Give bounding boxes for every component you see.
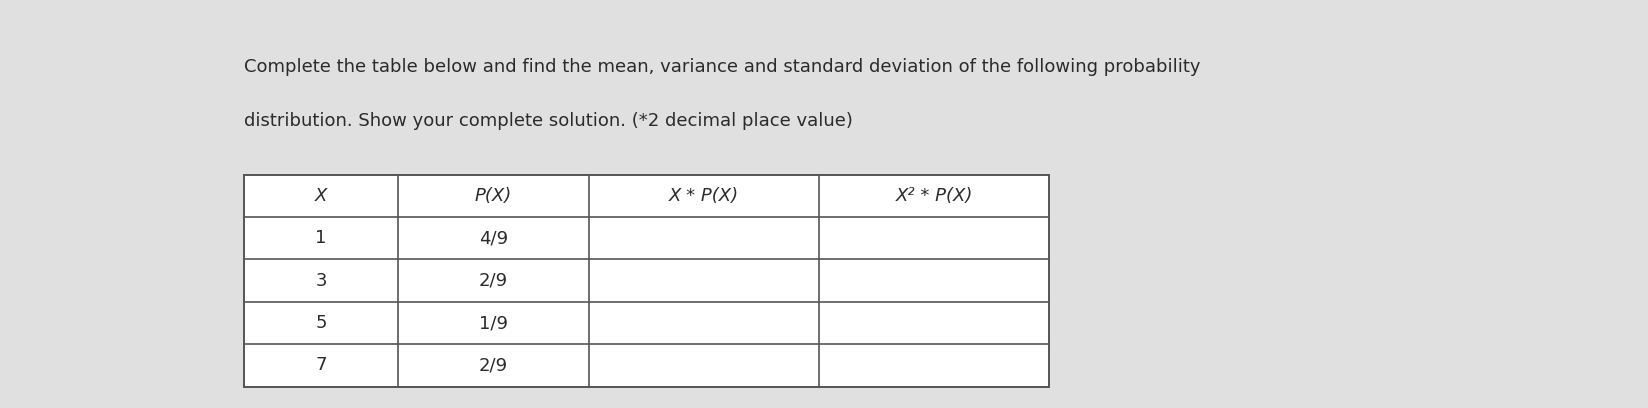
Text: 3: 3 xyxy=(315,272,326,290)
Text: 4/9: 4/9 xyxy=(480,229,508,247)
Text: 2/9: 2/9 xyxy=(480,357,508,375)
Text: P(X): P(X) xyxy=(475,187,513,205)
Text: distribution. Show your complete solution. (*2 decimal place value): distribution. Show your complete solutio… xyxy=(244,112,854,130)
Text: X: X xyxy=(315,187,328,205)
Text: 1: 1 xyxy=(315,229,326,247)
Text: Complete the table below and find the mean, variance and standard deviation of t: Complete the table below and find the me… xyxy=(244,58,1201,76)
Text: X * P(X): X * P(X) xyxy=(669,187,740,205)
Text: 7: 7 xyxy=(315,357,326,375)
Bar xyxy=(244,175,1048,387)
Text: 5: 5 xyxy=(315,314,326,332)
Text: 2/9: 2/9 xyxy=(480,272,508,290)
Text: 1/9: 1/9 xyxy=(480,314,508,332)
Text: X² * P(X): X² * P(X) xyxy=(895,187,972,205)
